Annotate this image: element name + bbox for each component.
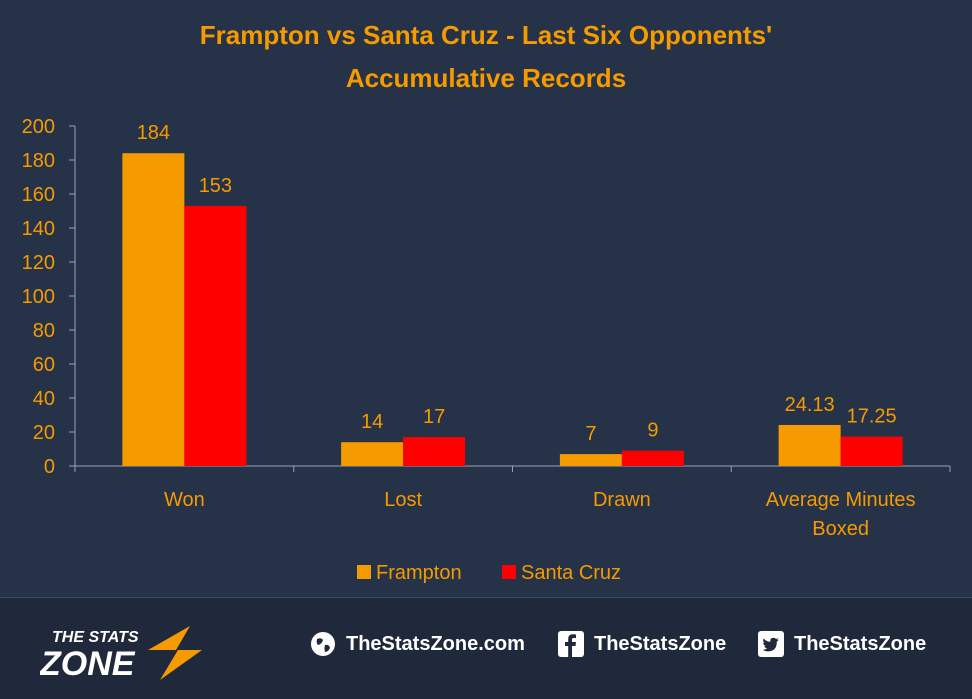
x-tick-label: Boxed [812,518,869,540]
facebook-text: TheStatsZone [594,632,727,655]
data-label: 153 [199,175,232,197]
y-tick-label: 0 [44,456,55,478]
data-label: 184 [137,122,170,144]
x-tick-label: Average Minutes [766,489,916,511]
facebook-link[interactable]: TheStatsZone [558,631,726,657]
chart-area: Frampton vs Santa Cruz - Last Six Oppone… [0,20,972,598]
stats-zone-logo: THE STATS ZONE [40,626,202,680]
facebook-icon [558,631,584,657]
twitter-icon [758,631,784,657]
chart-title-line2: Accumulative Records [345,63,627,93]
bar-frampton [559,454,622,466]
y-tick-label: 120 [22,252,55,274]
logo-text-top: THE STATS [52,629,139,646]
y-tick-label: 160 [22,184,55,206]
globe-icon [311,632,335,656]
bar-frampton [341,442,404,466]
y-tick-label: 60 [33,354,55,376]
x-tick-label: Lost [384,489,422,511]
legend-entry: Santa Cruz [521,562,621,584]
bar-santa-cruz [840,436,903,466]
data-label: 9 [647,420,658,442]
chart-title-line1: Frampton vs Santa Cruz - Last Six Oppone… [199,20,773,50]
y-tick-label: 80 [33,320,55,342]
data-label: 24.13 [785,394,835,416]
data-label: 17 [423,406,445,428]
logo-text-bottom: ZONE [40,645,136,680]
bar-chart: 0 20 40 60 80 100 120 140 160 180 200 184 153 Won 14 17… [22,116,951,584]
twitter-link[interactable]: TheStatsZone [758,631,926,657]
website-link[interactable]: TheStatsZone.com [310,631,525,657]
data-label: 7 [585,423,596,445]
y-tick-label: 140 [22,218,55,240]
y-tick-label: 100 [22,286,55,308]
bar-santa-cruz [621,450,684,466]
legend-swatch [502,565,516,579]
bar-santa-cruz [184,205,247,466]
y-tick-label: 200 [22,116,55,138]
y-tick-label: 20 [33,422,55,444]
footer: THE STATS ZONE TheStatsZone.com TheStats… [0,598,972,699]
bar-frampton [122,153,185,466]
bar-santa-cruz [403,437,466,466]
twitter-text: TheStatsZone [794,632,927,655]
data-label: 14 [361,411,383,433]
data-label: 17.25 [847,406,897,428]
x-tick-label: Drawn [593,489,651,511]
y-tick-label: 40 [33,388,55,410]
y-tick-label: 180 [22,150,55,172]
legend-swatch [357,565,371,579]
x-tick-label: Won [164,489,205,511]
legend-entry: Frampton [376,562,462,584]
bar-frampton [778,424,841,466]
website-text: TheStatsZone.com [346,632,525,655]
